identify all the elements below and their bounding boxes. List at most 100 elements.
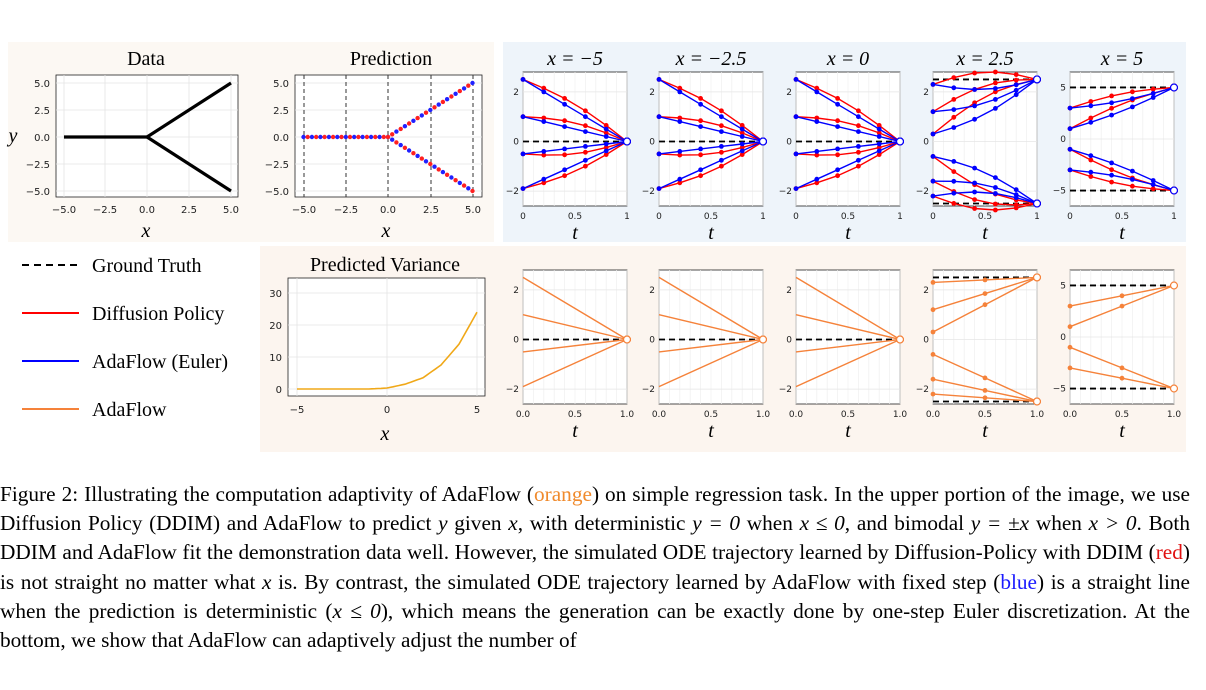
- ode-trajectory-panels-top: 2 0 −2 0 0.5 1 t x = −5 2 0 −2 0 0.5 1 t x = −2.5 2 0 −2 0 0…: [506, 48, 1178, 244]
- caption-eq-5: x ≤ 0: [332, 598, 381, 623]
- data-xtick-4: 5.0: [223, 205, 239, 216]
- ode-step-point: [793, 186, 799, 192]
- prediction-point: [440, 169, 446, 175]
- ode-step-point: [1130, 168, 1135, 174]
- ode-endpoint: [1033, 273, 1041, 282]
- ode-step-point: [993, 175, 998, 181]
- ode-step-point: [541, 180, 547, 186]
- ode-endpoint: [759, 335, 767, 344]
- prediction-title: Prediction: [350, 48, 432, 70]
- ode-trajectory: [658, 78, 764, 143]
- ode-panel: 2 0 −2 0 0.5 1 t x = −5: [506, 48, 631, 244]
- ode-step-point: [677, 89, 683, 95]
- prediction-point: [330, 134, 336, 140]
- ode-step-point: [814, 89, 820, 95]
- prediction-point: [436, 167, 441, 172]
- ode-step-point: [930, 178, 936, 184]
- prediction-point: [444, 97, 450, 102]
- ode-step-point: [814, 152, 820, 158]
- prediction-point: [419, 113, 424, 118]
- ode-step-point: [930, 352, 936, 357]
- ode-step-point: [930, 329, 936, 335]
- ode-ytick: −2: [506, 187, 519, 197]
- prediction-points: [301, 80, 475, 194]
- data-x-ticks: −5.0 −2.5 0.0 2.5 5.0: [52, 205, 239, 216]
- ode-step-point: [1067, 344, 1073, 350]
- ode-step-point: [930, 154, 936, 159]
- ode-step-point: [972, 116, 977, 122]
- data-title: Data: [127, 48, 165, 70]
- ode-panel: 5 0 −5 0.0 0.5 1.0 t: [1053, 269, 1182, 442]
- ode-ytick: 2: [513, 88, 519, 98]
- ode-ytick: 2: [923, 286, 929, 296]
- ode-ytick: −2: [779, 385, 792, 395]
- ode-trajectory: [522, 78, 628, 143]
- data-ylabel: y: [7, 125, 18, 147]
- prediction-x-ticks: −5.0 −2.5 0.0 2.5 5.0: [292, 205, 481, 216]
- ode-step-point: [876, 126, 882, 132]
- prediction-point: [453, 91, 458, 97]
- caption-text-3: given: [454, 511, 502, 536]
- prediction-point: [466, 186, 471, 191]
- ode-step-point: [541, 85, 547, 91]
- ode-step-point: [1013, 82, 1019, 88]
- ode-step-point: [520, 77, 526, 82]
- ode-step-point: [835, 118, 840, 124]
- legend: Ground Truth Diffusion Policy AdaFlow (E…: [22, 255, 228, 421]
- ode-step-point: [677, 149, 683, 154]
- ode-step-point: [1013, 77, 1019, 83]
- ode-xtick: 0: [793, 212, 799, 222]
- ode-step-point: [1119, 365, 1125, 371]
- ode-ytick: −5: [1053, 385, 1066, 395]
- ode-step-point: [930, 131, 936, 137]
- prediction-point: [428, 107, 433, 113]
- ode-step-point: [856, 144, 861, 149]
- ode-ytick: 0: [513, 335, 519, 345]
- ode-ytick: −5: [1053, 187, 1066, 197]
- ode-step-point: [1088, 169, 1094, 175]
- prediction-point: [402, 145, 408, 150]
- prediction-point: [470, 80, 475, 86]
- prediction-point: [406, 148, 412, 153]
- pred-ytick-3: −2.5: [265, 160, 289, 171]
- prediction-point: [415, 115, 420, 121]
- prediction-point: [428, 161, 433, 167]
- ode-step-point: [1013, 205, 1019, 211]
- ode-step-point: [951, 201, 957, 206]
- ode-step-point: [719, 129, 724, 135]
- var-ytick-2: 10: [269, 353, 282, 364]
- ode-xtick: 0.5: [1115, 410, 1129, 420]
- ode-step-point: [719, 157, 724, 163]
- ode-trajectory: [522, 338, 628, 388]
- ode-xtick: 1.0: [1167, 410, 1182, 420]
- ode-step-point: [951, 114, 957, 120]
- ode-xtick: 1.0: [1030, 410, 1045, 420]
- prediction-point: [394, 129, 399, 134]
- ode-panel: 2 0 −2 0.0 0.5 1.0 t: [916, 269, 1045, 442]
- data-xtick-1: −2.5: [93, 205, 117, 216]
- ode-step-point: [793, 77, 799, 82]
- ode-step-point: [856, 129, 861, 135]
- ode-step-point: [739, 145, 745, 151]
- ode-ytick: −2: [506, 385, 519, 395]
- prediction-point: [402, 124, 408, 129]
- ode-step-point: [1067, 146, 1073, 152]
- ode-ytick: −2: [642, 187, 655, 197]
- caption-text-11: ) is a straight line when the prediction…: [0, 569, 1190, 623]
- ode-trajectory: [522, 314, 628, 341]
- ode-xtick: 1: [760, 212, 766, 222]
- prediction-point: [411, 118, 416, 124]
- ode-trajectory: [932, 78, 1038, 113]
- ode-step-point: [814, 180, 820, 186]
- caption-text-6: , and bimodal: [844, 511, 965, 536]
- ode-step-point: [541, 89, 547, 95]
- ode-step-point: [1088, 99, 1094, 104]
- ode-step-point: [520, 151, 526, 157]
- ode-ytick: 0: [923, 137, 929, 147]
- var-ytick-1: 20: [269, 321, 282, 332]
- ode-step-point: [982, 291, 988, 296]
- ode-xtick: 0.0: [926, 410, 941, 420]
- prediction-point: [432, 105, 437, 110]
- ode-step-point: [1150, 178, 1156, 183]
- ode-step-point: [930, 82, 936, 87]
